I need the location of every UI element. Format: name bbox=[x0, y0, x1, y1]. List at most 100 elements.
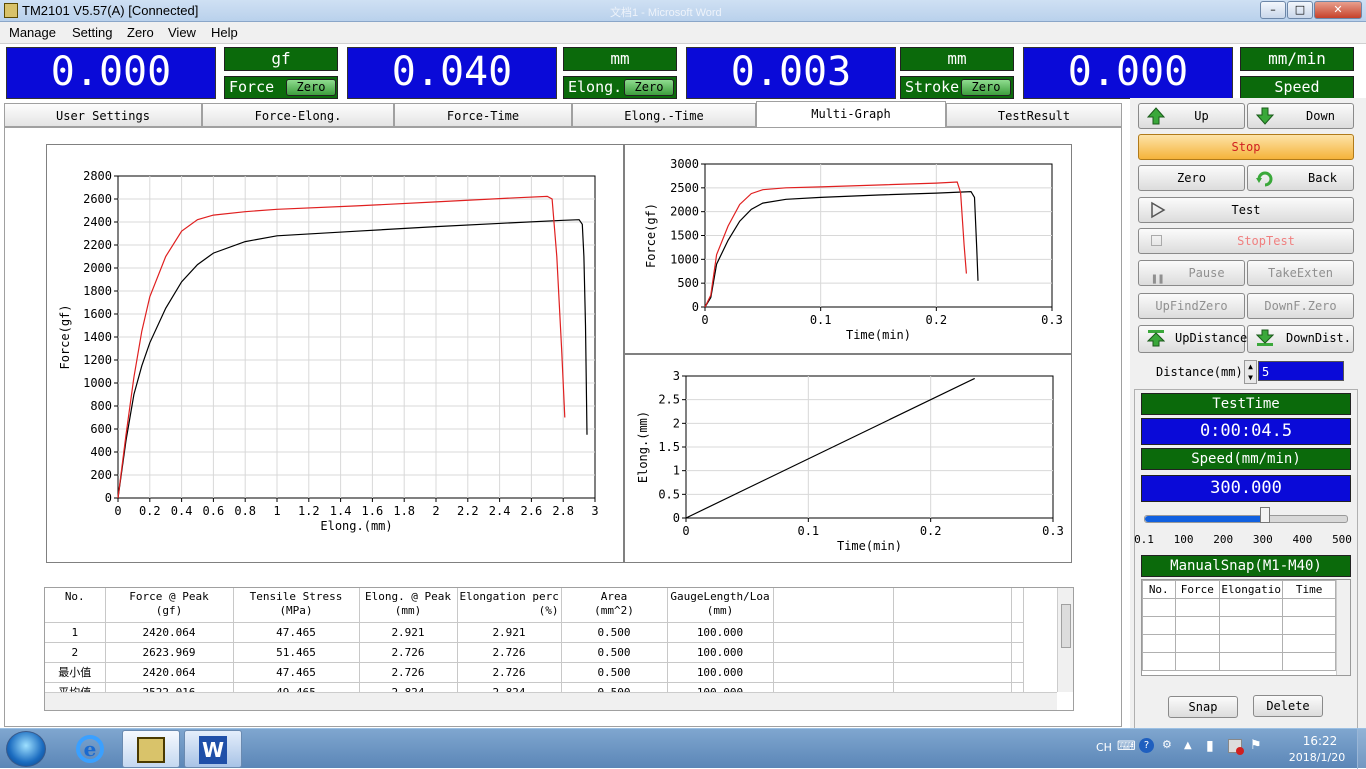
tab-force-time[interactable]: Force-Time bbox=[394, 103, 572, 127]
stroke-unit: mm bbox=[900, 47, 1014, 71]
menu-setting[interactable]: Setting bbox=[72, 25, 113, 40]
menu-help[interactable]: Help bbox=[211, 25, 238, 40]
force-zero-button[interactable]: Zero bbox=[286, 79, 336, 96]
y-tick-label: 1600 bbox=[83, 307, 112, 321]
stroke-readout: 0.003 bbox=[686, 47, 896, 99]
keyboard-icon[interactable]: ⌨ bbox=[1117, 739, 1136, 754]
series-line-2 bbox=[117, 195, 566, 499]
stop-test-button[interactable]: StopTest bbox=[1138, 228, 1354, 254]
x-tick-label: 0.2 bbox=[925, 313, 947, 327]
slider-tick-label: 500 bbox=[1332, 533, 1352, 546]
taskbar-tm2101[interactable] bbox=[122, 730, 180, 768]
results-header-unit: (mm) bbox=[706, 604, 734, 617]
distance-spinner[interactable]: ▲ ▼ bbox=[1244, 360, 1257, 384]
distance-input[interactable]: 5 bbox=[1258, 361, 1344, 381]
menu-view[interactable]: View bbox=[168, 25, 196, 40]
title-bar[interactable]: TM2101 V5.57(A) [Connected] 文档1 - Micros… bbox=[0, 0, 1366, 22]
y-tick-label: 2500 bbox=[670, 181, 699, 195]
results-cell: 2.726 bbox=[359, 642, 458, 663]
zero-button[interactable]: Zero bbox=[1138, 165, 1245, 191]
language-indicator[interactable]: CH bbox=[1096, 741, 1112, 754]
down-button[interactable]: Down bbox=[1247, 103, 1354, 129]
taskbar: e W CH ⌨ ? ⚙ ▲ ▮ ⚑ 16:22 2018/1/20 bbox=[0, 728, 1366, 769]
results-cell: 47.465 bbox=[233, 622, 360, 643]
results-cell: 0.500 bbox=[561, 622, 668, 643]
results-cell: 0.500 bbox=[561, 642, 668, 663]
speed-unit: mm/min bbox=[1240, 47, 1354, 71]
x-axis-label: Time(min) bbox=[846, 328, 911, 342]
x-tick-label: 1.2 bbox=[298, 504, 320, 518]
x-tick-label: 0 bbox=[682, 524, 689, 538]
force-time-chart[interactable]: 0 0.1 0.2 0.3 0 500 1000 1500 2000 2500 3000 Time(m… bbox=[625, 145, 1071, 353]
up-button[interactable]: Up bbox=[1138, 103, 1245, 129]
pause-button[interactable]: ❚❚ Pause bbox=[1138, 260, 1245, 286]
show-desktop-button[interactable] bbox=[1357, 729, 1366, 769]
elong-time-chart[interactable]: 0 0.1 0.2 0.3 0 0.5 1 1.5 2 2.5 3 Time(min) Elong.(m… bbox=[625, 355, 1071, 562]
taskbar-ie[interactable]: e bbox=[64, 731, 116, 767]
elong-time-chart-box: 0 0.1 0.2 0.3 0 0.5 1 1.5 2 2.5 3 Time(min) Elong.(m… bbox=[624, 354, 1072, 563]
close-button[interactable]: ✕ bbox=[1314, 1, 1362, 19]
test-button[interactable]: Test bbox=[1138, 197, 1354, 223]
y-tick-label: 2400 bbox=[83, 215, 112, 229]
minimize-button[interactable]: – bbox=[1260, 1, 1286, 19]
results-cell-empty bbox=[893, 642, 1012, 663]
results-row[interactable]: 2 2623.969 51.465 2.726 2.726 0.500 100.000 bbox=[45, 642, 1024, 663]
volume-icon[interactable]: ▮ bbox=[1206, 738, 1214, 754]
take-exten-button[interactable]: TakeExten bbox=[1247, 260, 1354, 286]
y-tick-label: 200 bbox=[90, 468, 112, 482]
network-icon[interactable] bbox=[1228, 739, 1244, 755]
y-tick-label: 2000 bbox=[670, 205, 699, 219]
down-distance-icon bbox=[1256, 329, 1274, 346]
tab-user-settings[interactable]: User Settings bbox=[4, 103, 202, 127]
clock-date[interactable]: 2018/1/20 bbox=[1288, 751, 1346, 764]
elong-zero-button[interactable]: Zero bbox=[624, 79, 674, 96]
speed-slider-track[interactable] bbox=[1144, 515, 1348, 523]
up-find-zero-button[interactable]: UpFindZero bbox=[1138, 293, 1245, 319]
background-window-title: 文档1 - Microsoft Word bbox=[610, 7, 722, 19]
snap-button[interactable]: Snap bbox=[1168, 696, 1238, 718]
force-elong-chart[interactable]: 0 0.2 0.4 0.6 0.8 1 1.2 1.4 1.6 1.8 2 2.2 2.4 2.6 2.8 3… bbox=[47, 145, 623, 562]
down-dist-button[interactable]: DownDist. bbox=[1247, 325, 1354, 353]
results-scroll-thumb[interactable] bbox=[1061, 604, 1071, 648]
tm2101-app-icon bbox=[137, 737, 165, 763]
tab-multi-graph[interactable]: Multi-Graph bbox=[756, 101, 946, 128]
stroke-zero-button[interactable]: Zero bbox=[961, 79, 1011, 96]
maximize-button[interactable]: □ bbox=[1287, 1, 1313, 19]
tab-test-result[interactable]: TestResult bbox=[946, 103, 1122, 127]
results-cell: 2.726 bbox=[457, 642, 562, 663]
tray-settings-icon[interactable]: ⚙ bbox=[1162, 738, 1172, 751]
tab-force-elong[interactable]: Force-Elong. bbox=[202, 103, 394, 127]
results-cell: 47.465 bbox=[233, 662, 360, 683]
down-arrow-icon bbox=[1256, 107, 1274, 125]
up-distance-label: UpDistance bbox=[1175, 331, 1248, 345]
back-button[interactable]: Back bbox=[1247, 165, 1354, 191]
y-tick-label: 3 bbox=[673, 369, 680, 383]
show-hidden-icons[interactable]: ▲ bbox=[1184, 740, 1192, 751]
results-cell: 51.465 bbox=[233, 642, 360, 663]
x-tick-label: 1.4 bbox=[330, 504, 352, 518]
results-vertical-scrollbar[interactable] bbox=[1057, 588, 1073, 692]
results-row[interactable]: 最小值 2420.064 47.465 2.726 2.726 0.500 100.000 bbox=[45, 662, 1024, 683]
speed-slider-thumb[interactable] bbox=[1260, 507, 1271, 523]
stop-button[interactable]: Stop bbox=[1138, 134, 1354, 160]
manual-snap-scrollbar[interactable] bbox=[1336, 580, 1350, 675]
results-header-title: GaugeLength/Loa bbox=[670, 590, 770, 603]
test-time-label: TestTime bbox=[1141, 393, 1351, 415]
taskbar-word[interactable]: W bbox=[184, 730, 242, 768]
down-f-zero-button[interactable]: DownF.Zero bbox=[1247, 293, 1354, 319]
delete-button[interactable]: Delete bbox=[1253, 695, 1323, 717]
clock-time[interactable]: 16:22 bbox=[1302, 734, 1338, 748]
play-icon bbox=[1151, 201, 1166, 219]
x-tick-label: 2.6 bbox=[521, 504, 543, 518]
y-tick-label: 600 bbox=[90, 422, 112, 436]
menu-zero[interactable]: Zero bbox=[127, 25, 154, 40]
x-tick-label: 1.8 bbox=[393, 504, 415, 518]
help-icon[interactable]: ? bbox=[1139, 738, 1154, 753]
up-distance-button[interactable]: UpDistance bbox=[1138, 325, 1248, 353]
start-button[interactable] bbox=[6, 731, 46, 767]
tab-elong-time[interactable]: Elong.-Time bbox=[572, 103, 756, 127]
results-horizontal-scrollbar[interactable] bbox=[45, 692, 1057, 710]
menu-manage[interactable]: Manage bbox=[9, 25, 56, 40]
action-center-flag-icon[interactable]: ⚑ bbox=[1250, 738, 1262, 753]
results-row[interactable]: 1 2420.064 47.465 2.921 2.921 0.500 100.000 bbox=[45, 622, 1024, 643]
